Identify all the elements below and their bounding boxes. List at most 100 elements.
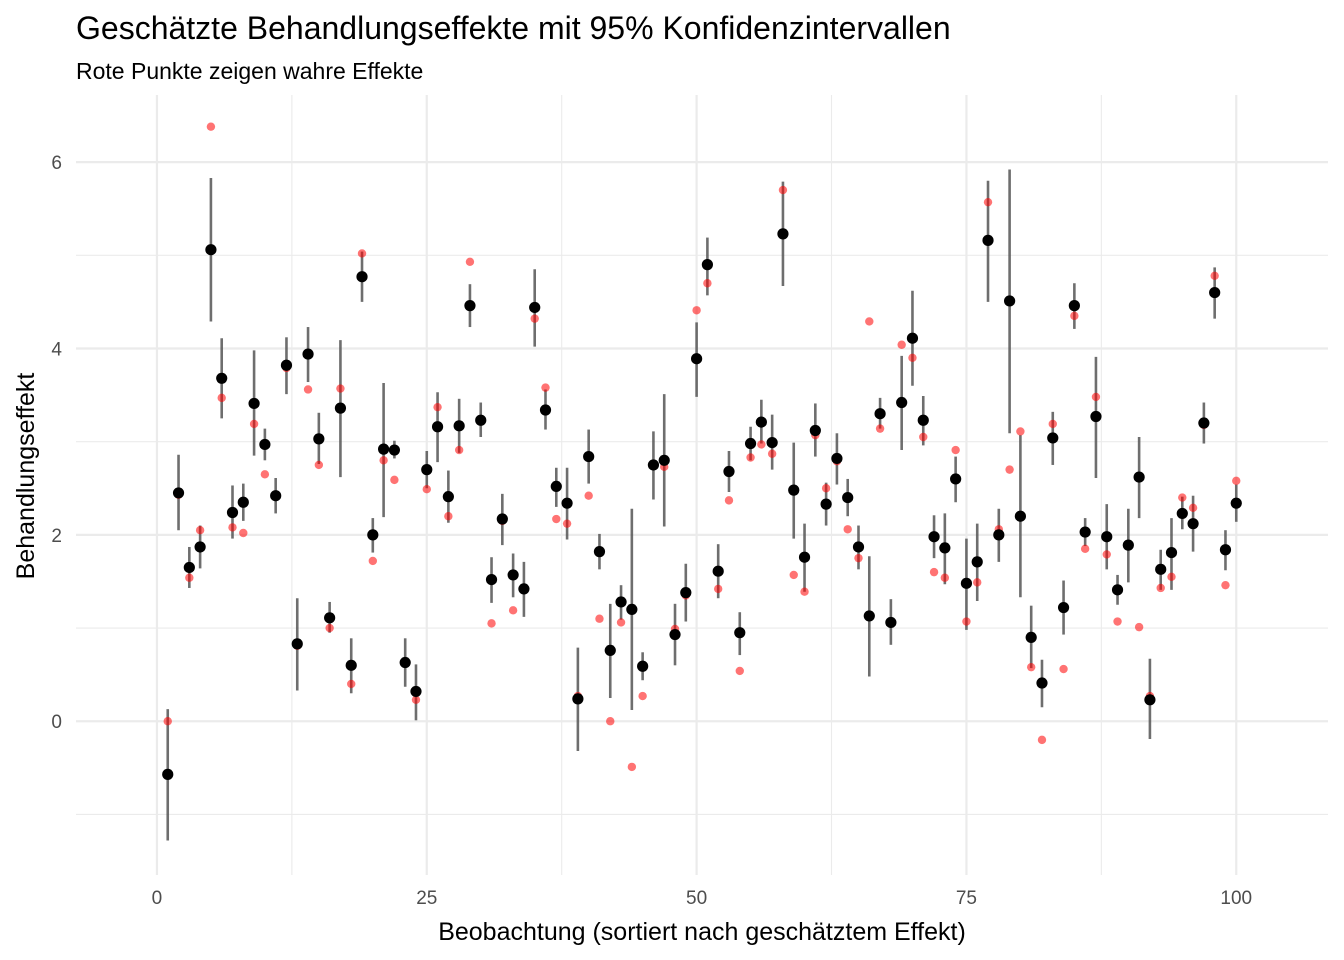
true-effect-point bbox=[1167, 572, 1176, 581]
true-effect-point bbox=[843, 525, 852, 534]
estimate-point bbox=[960, 577, 973, 589]
estimate-point bbox=[313, 433, 325, 445]
true-effect-point bbox=[487, 619, 496, 628]
estimate-point bbox=[1014, 510, 1026, 522]
estimate-point bbox=[755, 416, 767, 428]
true-effect-point bbox=[325, 623, 334, 633]
estimate-point bbox=[1090, 410, 1102, 423]
true-effect-point bbox=[1037, 735, 1047, 745]
true-effect-point bbox=[875, 424, 885, 433]
estimate-point bbox=[842, 491, 854, 504]
estimate-point bbox=[950, 473, 962, 485]
x-axis-title: Beobachtung (sortiert nach geschätztem E… bbox=[438, 918, 966, 946]
true-effect-point bbox=[854, 553, 863, 563]
estimate-point bbox=[442, 491, 454, 503]
estimate-points bbox=[162, 228, 1242, 780]
true-effect-point bbox=[562, 519, 572, 528]
true-effect-point bbox=[239, 528, 248, 538]
estimate-point bbox=[1004, 295, 1016, 307]
y-tick-label: 2 bbox=[51, 526, 62, 547]
estimate-point bbox=[1101, 531, 1113, 543]
y-axis-title: Behandlungseffekt bbox=[12, 373, 40, 580]
true-effect-point bbox=[962, 617, 971, 626]
estimate-point bbox=[993, 529, 1005, 541]
y-tick-label: 0 bbox=[51, 712, 62, 733]
estimate-point bbox=[1036, 677, 1048, 689]
true-effect-point bbox=[552, 514, 561, 524]
estimate-point bbox=[302, 348, 314, 360]
tick-labels: 0 2 4 6 0 25 50 75 100 bbox=[51, 153, 1252, 909]
true-effect-point bbox=[541, 383, 550, 392]
estimate-point bbox=[356, 271, 368, 283]
estimate-point bbox=[1057, 601, 1070, 614]
estimate-point bbox=[906, 332, 919, 344]
estimate-point bbox=[766, 436, 778, 449]
true-effect-point bbox=[973, 578, 982, 587]
estimate-point bbox=[421, 464, 433, 476]
estimate-point bbox=[852, 541, 865, 553]
estimate-point bbox=[777, 228, 789, 240]
true-effect-point bbox=[206, 122, 216, 131]
true-effect-point bbox=[314, 460, 324, 470]
x-tick-label: 100 bbox=[1220, 888, 1252, 909]
true-effect-point bbox=[1048, 419, 1057, 429]
estimate-point bbox=[367, 529, 379, 541]
true-effect-point bbox=[627, 762, 637, 772]
estimate-point bbox=[572, 693, 584, 705]
true-effect-point bbox=[347, 679, 356, 689]
true-effect-point bbox=[368, 556, 378, 566]
true-effect-point bbox=[1102, 550, 1111, 559]
estimate-point bbox=[399, 656, 411, 669]
estimate-point bbox=[183, 561, 195, 574]
true-effect-point bbox=[616, 618, 626, 627]
true-effect-point bbox=[228, 523, 237, 532]
true-effect-point bbox=[735, 666, 744, 676]
estimate-point bbox=[324, 612, 336, 624]
estimate-point bbox=[507, 569, 519, 581]
estimate-point bbox=[615, 596, 627, 608]
estimate-point bbox=[734, 627, 746, 639]
estimate-point bbox=[248, 397, 260, 410]
estimate-point bbox=[928, 531, 940, 543]
true-effect-point bbox=[724, 496, 734, 505]
true-effect-point bbox=[1178, 493, 1187, 502]
estimate-point bbox=[1122, 539, 1134, 551]
true-effect-point bbox=[195, 525, 205, 535]
y-tick-label: 4 bbox=[51, 339, 62, 360]
estimate-point bbox=[712, 565, 724, 577]
true-effect-point bbox=[929, 567, 939, 577]
estimate-point bbox=[723, 465, 735, 478]
estimate-point bbox=[485, 573, 498, 586]
estimate-point bbox=[162, 768, 174, 780]
true-effect-point bbox=[1070, 311, 1079, 321]
estimate-point bbox=[691, 353, 703, 365]
true-effect-point bbox=[303, 385, 313, 394]
estimate-point bbox=[561, 497, 573, 509]
true-effect-point bbox=[508, 606, 518, 615]
y-tick-label: 6 bbox=[51, 153, 62, 174]
estimate-point bbox=[464, 300, 476, 312]
true-effect-point bbox=[1059, 664, 1068, 674]
estimate-point bbox=[863, 610, 875, 622]
estimate-point bbox=[744, 437, 757, 450]
estimate-point bbox=[1230, 497, 1242, 509]
estimate-point bbox=[270, 490, 282, 502]
estimate-point bbox=[475, 414, 487, 426]
true-effect-point bbox=[1005, 465, 1014, 474]
true-effect-point bbox=[433, 402, 442, 412]
true-effect-point bbox=[584, 491, 593, 500]
estimate-point bbox=[237, 496, 249, 508]
estimate-point bbox=[885, 616, 897, 629]
estimate-point bbox=[798, 551, 811, 563]
estimate-point bbox=[345, 659, 357, 671]
estimate-point bbox=[280, 359, 293, 371]
estimate-point bbox=[1133, 471, 1145, 483]
estimate-point bbox=[518, 583, 530, 595]
estimate-point bbox=[1187, 518, 1199, 530]
true-effect-point bbox=[713, 584, 723, 594]
true-effect-point bbox=[778, 185, 788, 195]
estimate-point bbox=[453, 420, 465, 432]
estimate-point bbox=[917, 414, 929, 426]
estimate-point bbox=[626, 603, 638, 616]
